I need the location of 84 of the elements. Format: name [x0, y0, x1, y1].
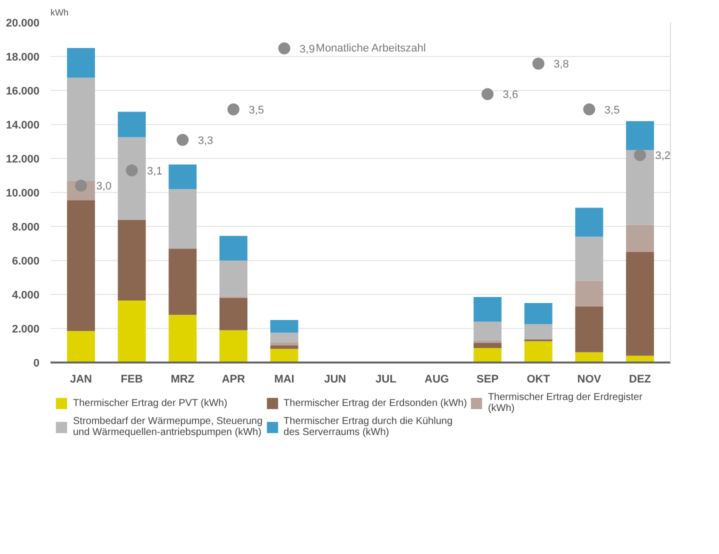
data-label: 3,1 [147, 165, 162, 178]
bar [168, 189, 197, 249]
bar [474, 322, 502, 340]
legend-label: Thermischer Ertrag der PVT (kWh) [73, 398, 228, 408]
x-tick-label: JUL [376, 374, 397, 386]
data-label: 3,5 [248, 104, 264, 116]
text: Monatliche Arbeitszahl [316, 42, 426, 54]
bar [575, 208, 604, 237]
x-tick-label: MAI [274, 374, 294, 386]
point [126, 164, 138, 176]
bar [575, 236, 604, 281]
legend-label: Thermischer Ertrag der Erdregister (kWh) [488, 392, 642, 414]
legend-label: Thermischer Ertrag der Erdsonden (kWh) [284, 398, 467, 408]
y-tick-label: 12.000 [6, 154, 40, 166]
bar [118, 220, 146, 300]
data-label: 3,3 [198, 134, 214, 147]
bar [270, 346, 298, 349]
bar [270, 320, 298, 333]
point [278, 42, 290, 54]
x-tick-label: MRZ [170, 374, 195, 386]
data-label: 3,6 [502, 89, 518, 102]
bar [67, 48, 95, 78]
x-tick-label: JUN [324, 374, 346, 386]
x-tick-label: OKT [526, 374, 550, 386]
x-tick-label: SEP [476, 374, 499, 386]
bar [168, 248, 197, 315]
bar [626, 150, 654, 225]
bar [270, 342, 298, 346]
y-tick-label: 0 [33, 358, 40, 370]
bar [575, 306, 604, 352]
point [583, 103, 596, 116]
y-tick-label: 4.000 [12, 290, 40, 302]
x-tick-label: APR [222, 374, 246, 386]
bar [168, 314, 197, 362]
y-tick-label: 16.000 [6, 86, 40, 98]
point [532, 58, 544, 70]
x-tick-label: AUG [424, 374, 449, 386]
y-tick-label: 14.000 [6, 120, 40, 132]
data-label: 3,5 [604, 104, 620, 116]
point [634, 149, 646, 162]
y-tick-label: 2.000 [12, 324, 40, 336]
legend-label: Strombedarf der Wärmepumpe, Steuerung und Wärmequellen-antriebspumpen (kWh) [73, 416, 263, 438]
bar [575, 280, 604, 306]
bar [67, 331, 95, 362]
data-label: 3,9 [300, 43, 315, 56]
data-label: 3,8 [554, 58, 569, 71]
y-tick-label: 8.000 [12, 222, 40, 234]
bar [474, 348, 502, 362]
bar [270, 332, 298, 342]
bar [219, 260, 248, 296]
x-tick-label: DEZ [629, 374, 652, 386]
x-tick-label: JAN [70, 374, 92, 386]
x-tick-label: FEB [120, 374, 143, 386]
legend-label: Thermischer Ertrag durch die Kühlung des Serverraums (kWh) [284, 416, 453, 438]
bar [219, 330, 248, 362]
bar [67, 200, 95, 332]
bar [524, 303, 552, 324]
data-label: 3,2 [655, 150, 671, 162]
y-axis-title: kWh [50, 8, 68, 18]
bar [67, 78, 95, 181]
bar [219, 236, 248, 260]
y-tick-label: 18.000 [6, 52, 40, 64]
bar [626, 121, 654, 150]
y-tick-label: 20.000 [6, 18, 40, 30]
y-tick-label: 10.000 [6, 188, 40, 200]
bar [118, 137, 146, 220]
data-label: 3,0 [96, 180, 112, 193]
y-tick-label: 6.000 [12, 256, 40, 268]
point [227, 103, 240, 116]
bar [118, 300, 146, 362]
bar [474, 297, 502, 322]
bar [626, 252, 654, 356]
bar [118, 112, 146, 138]
bar [168, 164, 197, 190]
x-tick-label: NOV [577, 374, 602, 386]
point [482, 88, 494, 100]
bar [474, 342, 502, 348]
bar [270, 348, 298, 362]
bar [626, 224, 654, 252]
bar [219, 298, 248, 330]
bar [474, 340, 502, 343]
point [176, 134, 189, 146]
bar [524, 324, 552, 340]
bar [524, 341, 552, 362]
